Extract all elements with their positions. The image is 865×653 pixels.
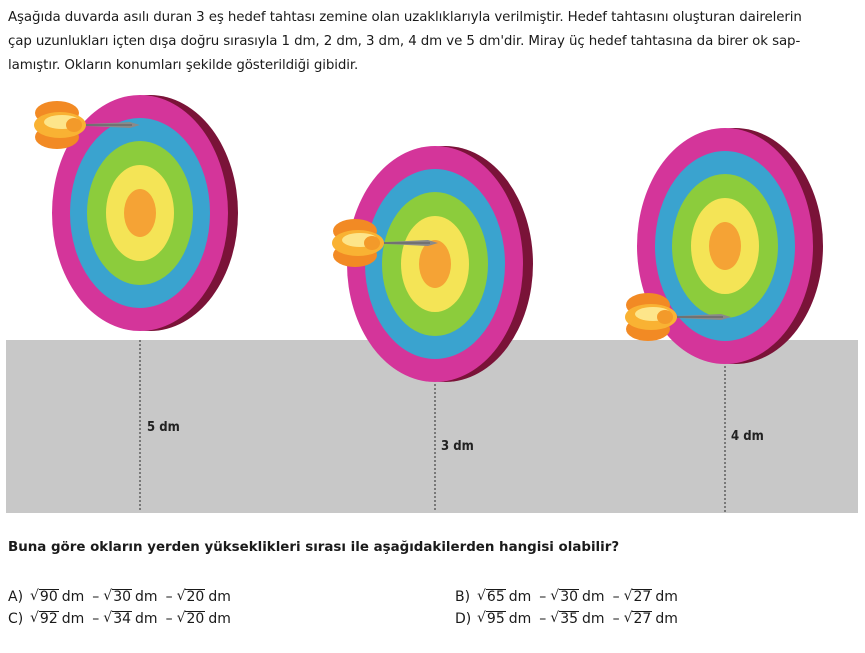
minus-separator: – bbox=[612, 588, 620, 605]
radical-sign-icon: √ bbox=[550, 588, 560, 604]
unit-label: dm bbox=[582, 588, 605, 605]
unit-label: dm bbox=[508, 588, 532, 605]
minus-separator: – bbox=[165, 610, 173, 627]
square-root: √ 95 bbox=[477, 610, 506, 627]
radicand: 90 bbox=[38, 589, 59, 605]
radical-sign-icon: √ bbox=[103, 610, 113, 626]
option-letter: B) bbox=[455, 588, 471, 605]
intro-line-3: lamıştır. Okların konumları şekilde göst… bbox=[8, 58, 359, 73]
minus-separator: – bbox=[539, 588, 547, 605]
intro-line-2: çap uzunlukları içten dışa doğru sırasıy… bbox=[8, 34, 801, 49]
option-expression: √ 65 dm – √ 30 dm – √ 27 dm bbox=[477, 588, 682, 605]
minus-separator: – bbox=[165, 588, 173, 605]
minus-separator: – bbox=[612, 610, 620, 627]
unit-label: dm bbox=[135, 588, 158, 605]
unit-label: dm bbox=[582, 610, 605, 627]
square-root: √ 27 bbox=[624, 610, 653, 627]
radical-sign-icon: √ bbox=[30, 588, 39, 604]
unit-label: dm bbox=[135, 610, 158, 627]
unit-label: dm bbox=[508, 610, 532, 627]
distance-label-left: 5 dm bbox=[147, 420, 180, 435]
radical-sign-icon: √ bbox=[176, 588, 186, 604]
radicand: 65 bbox=[485, 589, 506, 605]
option-letter: D) bbox=[455, 610, 472, 627]
radical-sign-icon: √ bbox=[176, 610, 186, 626]
unit-label: dm bbox=[655, 610, 678, 627]
square-root: √ 65 bbox=[477, 588, 506, 605]
option-expression: √ 90 dm – √ 30 dm – √ 20 dm bbox=[30, 588, 235, 605]
option-letter: C) bbox=[8, 610, 24, 627]
radicand: 34 bbox=[112, 611, 133, 627]
square-root: √ 30 bbox=[103, 588, 133, 605]
radical-sign-icon: √ bbox=[550, 610, 560, 626]
distance-label-right: 4 dm bbox=[731, 429, 764, 444]
unit-label: dm bbox=[61, 588, 85, 605]
unit-label: dm bbox=[208, 588, 231, 605]
radicand: 27 bbox=[632, 611, 653, 627]
square-root: √ 20 bbox=[177, 610, 206, 627]
radicand: 20 bbox=[185, 589, 206, 605]
radical-sign-icon: √ bbox=[103, 588, 113, 604]
radicand: 95 bbox=[485, 611, 506, 627]
minus-separator: – bbox=[92, 588, 100, 605]
option-d[interactable]: D) √ 95 dm – √ 35 dm – √ 27 dm bbox=[455, 610, 682, 627]
option-c[interactable]: C) √ 92 dm – √ 34 dm – √ 20 dm bbox=[8, 610, 235, 627]
radicand: 30 bbox=[112, 589, 133, 605]
dartboard-left: 5 dm bbox=[52, 95, 238, 512]
square-root: √ 92 bbox=[30, 610, 59, 627]
option-expression: √ 92 dm – √ 34 dm – √ 20 dm bbox=[30, 610, 235, 627]
dartboard-right: 4 dm bbox=[637, 128, 823, 512]
square-root: √ 27 bbox=[624, 588, 653, 605]
unit-label: dm bbox=[655, 588, 678, 605]
option-expression: √ 95 dm – √ 35 dm – √ 27 dm bbox=[477, 610, 682, 627]
square-root: √ 90 bbox=[30, 588, 59, 605]
dartboards-illustration: 5 dm 3 dm 4 dm bbox=[6, 95, 858, 513]
radical-sign-icon: √ bbox=[623, 588, 633, 604]
square-root: √ 30 bbox=[550, 588, 580, 605]
radical-sign-icon: √ bbox=[30, 610, 39, 626]
option-letter: A) bbox=[8, 588, 24, 605]
dartboard-middle: 3 dm bbox=[347, 146, 533, 512]
minus-separator: – bbox=[539, 610, 547, 627]
problem-intro: Aşağıda duvarda asılı duran 3 eş hedef t… bbox=[8, 6, 858, 78]
radical-sign-icon: √ bbox=[477, 588, 486, 604]
radical-sign-icon: √ bbox=[477, 610, 486, 626]
unit-label: dm bbox=[61, 610, 85, 627]
question-text: Buna göre okların yerden yükseklikleri s… bbox=[8, 540, 620, 555]
radicand: 92 bbox=[38, 611, 59, 627]
minus-separator: – bbox=[92, 610, 100, 627]
radicand: 35 bbox=[559, 611, 580, 627]
radicand: 20 bbox=[185, 611, 206, 627]
option-a[interactable]: A) √ 90 dm – √ 30 dm – √ 20 dm bbox=[8, 588, 235, 605]
intro-line-1: Aşağıda duvarda asılı duran 3 eş hedef t… bbox=[8, 10, 802, 25]
square-root: √ 20 bbox=[177, 588, 206, 605]
radicand: 27 bbox=[632, 589, 653, 605]
radical-sign-icon: √ bbox=[623, 610, 633, 626]
dartboards-figure: 5 dm 3 dm 4 dm bbox=[0, 92, 865, 522]
radicand: 30 bbox=[559, 589, 580, 605]
distance-label-middle: 3 dm bbox=[441, 439, 474, 454]
option-b[interactable]: B) √ 65 dm – √ 30 dm – √ 27 dm bbox=[455, 588, 682, 605]
square-root: √ 34 bbox=[103, 610, 133, 627]
square-root: √ 35 bbox=[550, 610, 580, 627]
unit-label: dm bbox=[208, 610, 231, 627]
